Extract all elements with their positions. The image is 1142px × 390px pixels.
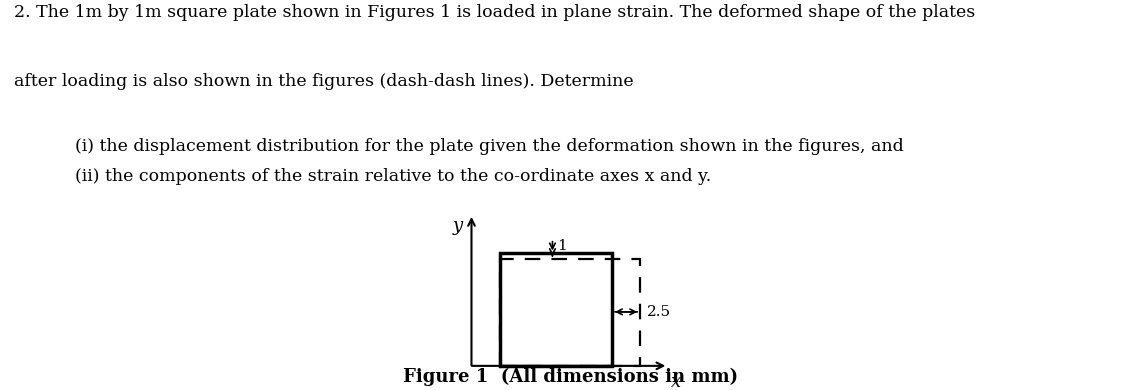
Text: y: y (452, 217, 463, 236)
Text: (ii) the components of the strain relative to the co-ordinate axes x and y.: (ii) the components of the strain relati… (75, 168, 711, 185)
Bar (499, 254, 612, 366)
Text: Figure 1  (All dimensions in mm): Figure 1 (All dimensions in mm) (403, 368, 739, 386)
Text: 1: 1 (557, 239, 566, 253)
Text: 2. The 1m by 1m square plate shown in Figures 1 is loaded in plane strain. The d: 2. The 1m by 1m square plate shown in Fi… (14, 4, 975, 21)
Text: x: x (670, 372, 681, 390)
Bar (499, 259, 641, 366)
Text: (i) the displacement distribution for the plate given the deformation shown in t: (i) the displacement distribution for th… (75, 138, 904, 155)
Text: 2.5: 2.5 (646, 305, 671, 319)
Text: after loading is also shown in the figures (dash-dash lines). Determine: after loading is also shown in the figur… (14, 73, 634, 90)
